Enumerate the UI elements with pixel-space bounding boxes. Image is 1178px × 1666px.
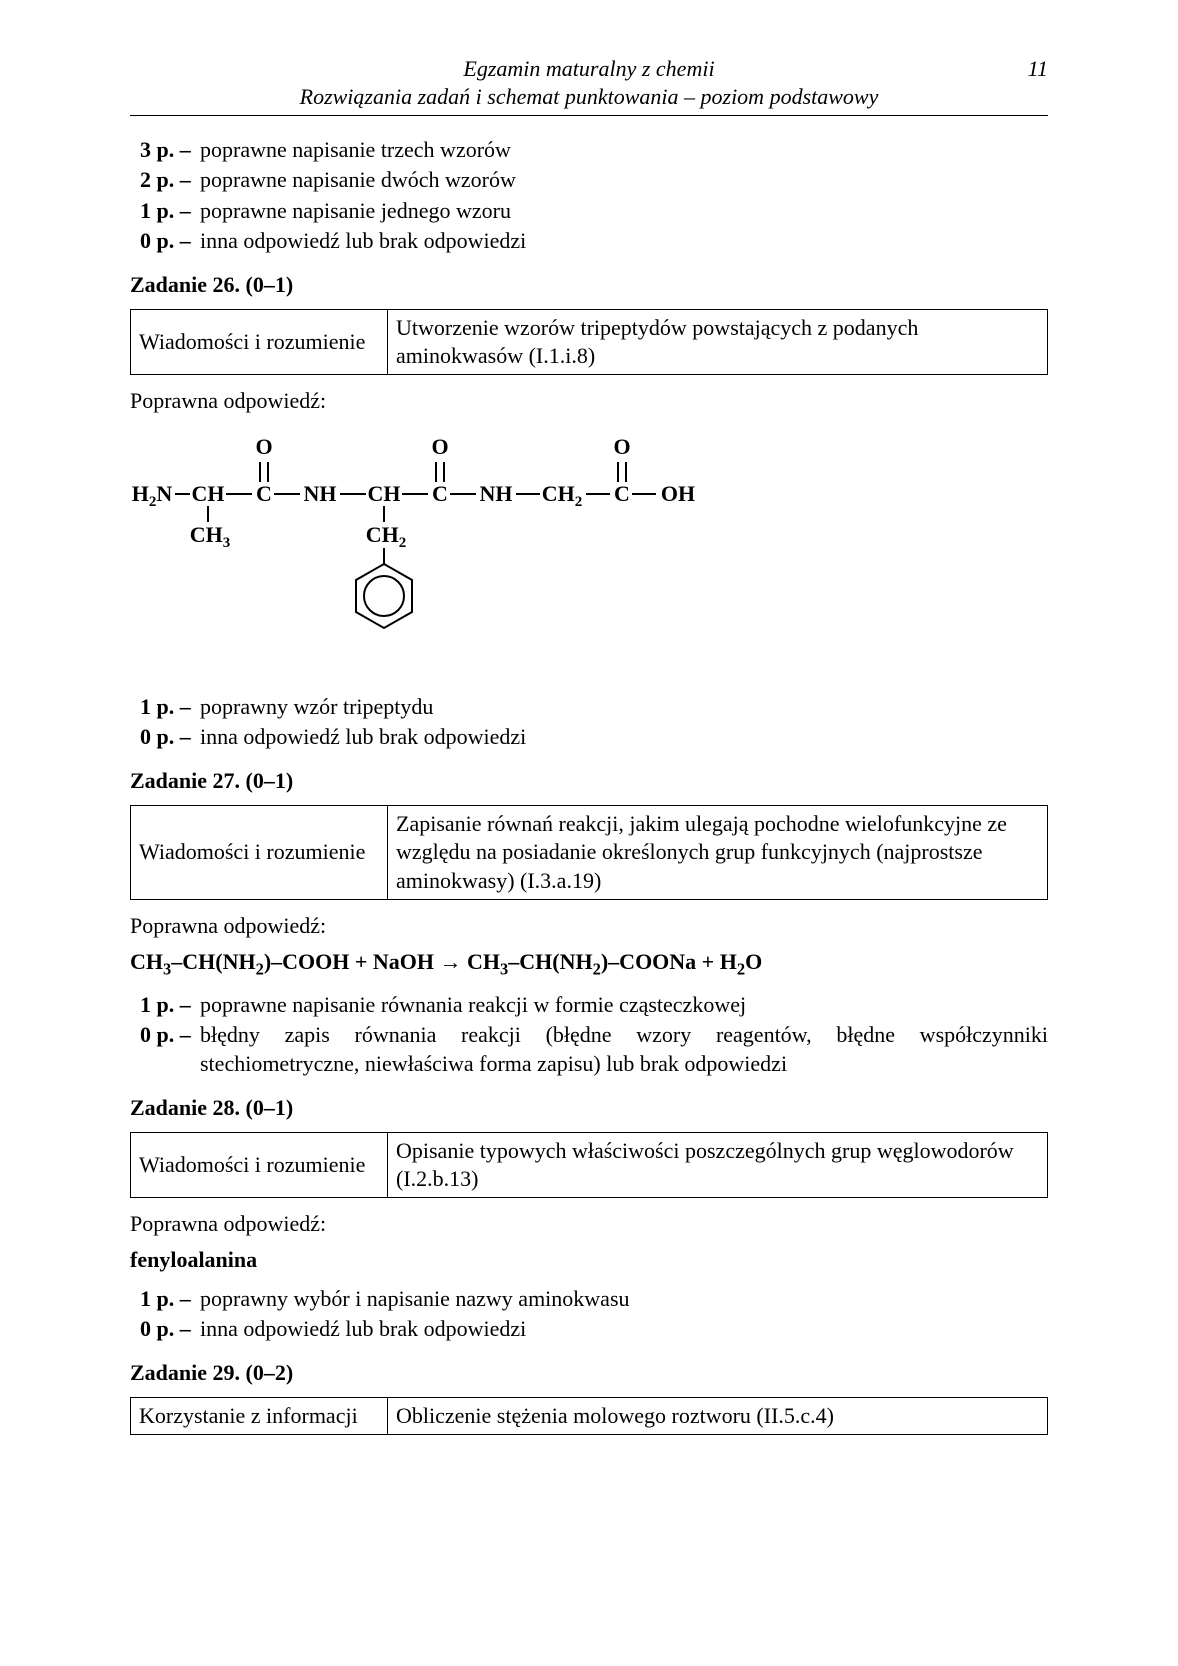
table-cell: Wiadomości i rozumienie — [131, 310, 388, 375]
svg-text:H2N: H2N — [132, 481, 173, 510]
task-26-title: Zadanie 26. (0–1) — [130, 271, 1048, 299]
task-28-answer: fenyloalanina — [130, 1246, 1048, 1274]
points-label: 1 p. – — [140, 1285, 200, 1313]
svg-text:CH: CH — [368, 481, 401, 506]
table-cell: Opisanie typowych właściwości poszczegól… — [388, 1132, 1048, 1197]
list-item: 1 p. – poprawny wzór tripeptydu — [140, 693, 1048, 721]
points-label: 0 p. – — [140, 723, 200, 751]
svg-text:CH2: CH2 — [366, 522, 407, 551]
list-item: 3 p. – poprawne napisanie trzech wzorów — [140, 136, 1048, 164]
points-desc: poprawne napisanie jednego wzoru — [200, 197, 1048, 225]
list-item: 1 p. – poprawne napisanie jednego wzoru — [140, 197, 1048, 225]
points-label: 3 p. – — [140, 136, 200, 164]
table-cell: Utworzenie wzorów tripeptydów powstający… — [388, 310, 1048, 375]
task-27-answer-label: Poprawna odpowiedź: — [130, 912, 1048, 940]
points-label: 0 p. – — [140, 1021, 200, 1049]
points-desc: błędny zapis równania reakcji (błędne wz… — [200, 1021, 1048, 1077]
list-item: 0 p. – inna odpowiedź lub brak odpowiedz… — [140, 723, 1048, 751]
points-label: 2 p. – — [140, 166, 200, 194]
points-desc: poprawne napisanie dwóch wzorów — [200, 166, 1048, 194]
points-label: 1 p. – — [140, 197, 200, 225]
svg-text:O: O — [613, 434, 630, 459]
task-29-table: Korzystanie z informacji Obliczenie stęż… — [130, 1397, 1048, 1435]
svg-text:CH: CH — [192, 481, 225, 506]
svg-text:NH: NH — [480, 481, 513, 506]
task-27-title: Zadanie 27. (0–1) — [130, 767, 1048, 795]
table-cell: Wiadomości i rozumienie — [131, 1132, 388, 1197]
task-27-point-list: 1 p. – poprawne napisanie równania reakc… — [140, 991, 1048, 1077]
svg-text:C: C — [614, 481, 630, 506]
points-desc: inna odpowiedź lub brak odpowiedzi — [200, 1315, 1048, 1343]
points-label: 0 p. – — [140, 1315, 200, 1343]
structure-svg: H2N CH C O NH CH — [130, 424, 720, 674]
list-item: 1 p. – poprawne napisanie równania reakc… — [140, 991, 1048, 1019]
header-line-2: Rozwiązania zadań i schemat punktowania … — [130, 83, 1048, 111]
list-item: 0 p. – inna odpowiedź lub brak odpowiedz… — [140, 227, 1048, 255]
svg-text:C: C — [432, 481, 448, 506]
points-label: 1 p. – — [140, 991, 200, 1019]
list-item: 2 p. – poprawne napisanie dwóch wzorów — [140, 166, 1048, 194]
svg-text:CH3: CH3 — [190, 522, 231, 551]
points-label: 1 p. – — [140, 693, 200, 721]
task-26-point-list: 1 p. – poprawny wzór tripeptydu 0 p. – i… — [140, 693, 1048, 751]
list-item: 1 p. – poprawny wybór i napisanie nazwy … — [140, 1285, 1048, 1313]
svg-text:CH2: CH2 — [542, 481, 583, 510]
task-26-answer-label: Poprawna odpowiedź: — [130, 387, 1048, 415]
table-cell: Wiadomości i rozumienie — [131, 806, 388, 899]
table-cell: Zapisanie równań reakcji, jakim ulegają … — [388, 806, 1048, 899]
table-cell: Obliczenie stężenia molowego roztworu (I… — [388, 1398, 1048, 1435]
list-item: 0 p. – błędny zapis równania reakcji (bł… — [140, 1021, 1048, 1077]
task-28-point-list: 1 p. – poprawny wybór i napisanie nazwy … — [140, 1285, 1048, 1343]
points-desc: poprawny wybór i napisanie nazwy aminokw… — [200, 1285, 1048, 1313]
task-28-title: Zadanie 28. (0–1) — [130, 1094, 1048, 1122]
header-line-1: Egzamin maturalny z chemii — [130, 55, 1048, 83]
task-28-table: Wiadomości i rozumienie Opisanie typowyc… — [130, 1132, 1048, 1198]
svg-text:OH: OH — [661, 481, 695, 506]
page-header: 11 Egzamin maturalny z chemii Rozwiązani… — [130, 55, 1048, 116]
points-desc: inna odpowiedź lub brak odpowiedzi — [200, 723, 1048, 751]
list-item: 0 p. – inna odpowiedź lub brak odpowiedz… — [140, 1315, 1048, 1343]
table-cell: Korzystanie z informacji — [131, 1398, 388, 1435]
svg-text:NH: NH — [304, 481, 337, 506]
svg-text:O: O — [431, 434, 448, 459]
points-desc: inna odpowiedź lub brak odpowiedzi — [200, 227, 1048, 255]
points-desc: poprawne napisanie równania reakcji w fo… — [200, 991, 1048, 1019]
task-27-equation: CH3–CH(NH2)–COOH + NaOH → CH3–CH(NH2)–CO… — [130, 948, 1048, 980]
points-label: 0 p. – — [140, 227, 200, 255]
task-28-answer-label: Poprawna odpowiedź: — [130, 1210, 1048, 1238]
task-29-title: Zadanie 29. (0–2) — [130, 1359, 1048, 1387]
task-26-table: Wiadomości i rozumienie Utworzenie wzoró… — [130, 309, 1048, 375]
intro-point-list: 3 p. – poprawne napisanie trzech wzorów … — [140, 136, 1048, 255]
task-27-table: Wiadomości i rozumienie Zapisanie równań… — [130, 805, 1048, 899]
svg-text:C: C — [256, 481, 272, 506]
svg-text:O: O — [255, 434, 272, 459]
points-desc: poprawny wzór tripeptydu — [200, 693, 1048, 721]
tripeptide-structure: H2N CH C O NH CH — [130, 424, 1048, 681]
page-number: 11 — [1028, 55, 1048, 83]
points-desc: poprawne napisanie trzech wzorów — [200, 136, 1048, 164]
